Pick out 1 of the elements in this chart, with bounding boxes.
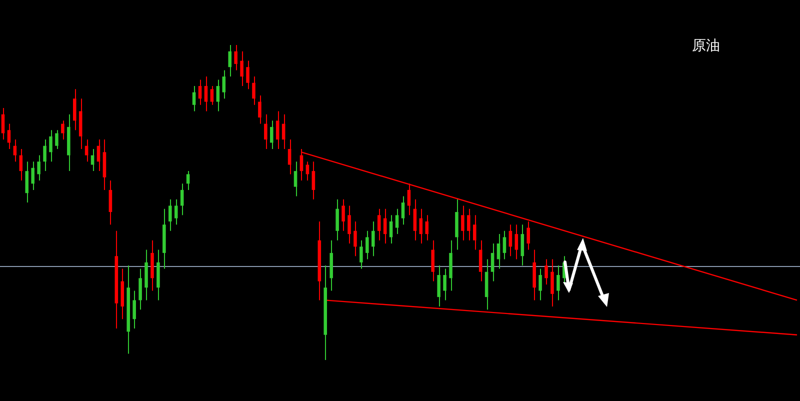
chart-title: 原油 <box>692 37 720 55</box>
